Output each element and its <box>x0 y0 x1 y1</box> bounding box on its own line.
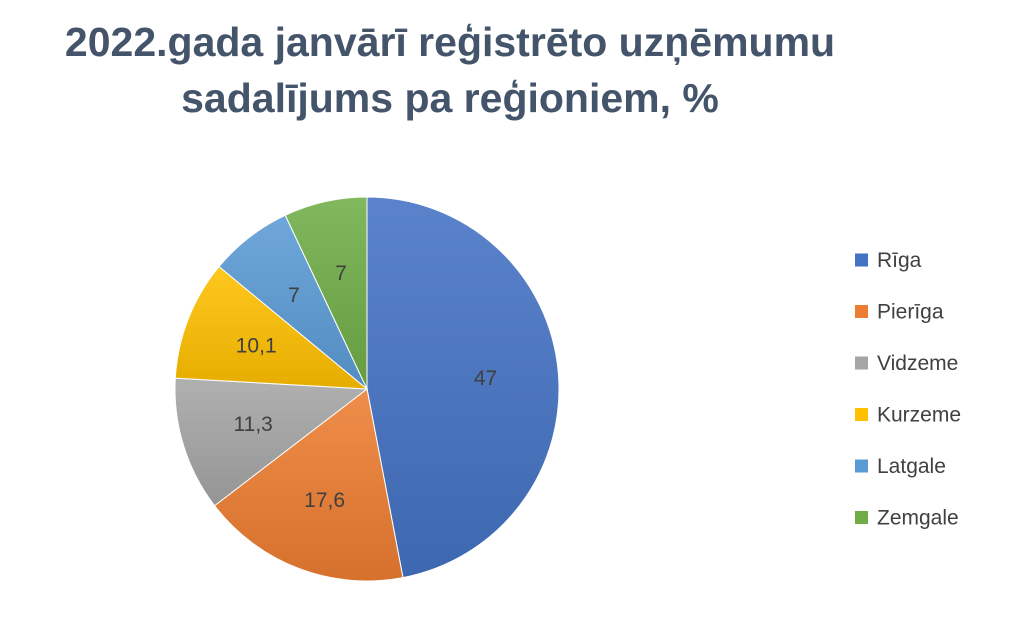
legend-label-pierīga: Pierīga <box>877 301 944 324</box>
legend-swatch-latgale <box>855 459 868 473</box>
data-label-zemgale: 7 <box>335 262 347 285</box>
chart-title-line-2: sadalījums pa reģioniem, % <box>181 75 719 121</box>
data-label-vidzeme: 11,3 <box>234 413 273 436</box>
pie-data-labels: 47 17,6 11,3 10,1 7 7 <box>234 262 498 512</box>
pie-slice-pierīga <box>213 388 404 582</box>
legend-label-vidzeme: Vidzeme <box>877 352 958 375</box>
legend: Rīga Pierīga Vidzeme Kurzeme Latgale Zemgale <box>855 249 961 530</box>
data-label-pierīga: 17,6 <box>304 489 345 512</box>
legend-swatch-pierīga <box>855 305 868 318</box>
pie-slice-rīga <box>366 196 560 579</box>
legend-label-kurzeme: Kurzeme <box>877 404 961 427</box>
chart-title-line-1: 2022.gada janvārī reģistrēto uzņēmumu <box>64 19 836 65</box>
legend-label-zemgale: Zemgale <box>877 507 959 530</box>
pie-slice-vidzeme <box>174 377 369 507</box>
data-label-rīga: 47 <box>474 367 497 390</box>
chart-title: 2022.gada janvārī reģistrēto uzņēmumu sa… <box>0 14 900 126</box>
legend-swatch-rīga <box>855 253 868 267</box>
data-label-latgale: 7 <box>288 284 300 307</box>
pie-slice-kurzeme <box>174 265 369 390</box>
legend-label-latgale: Latgale <box>877 455 946 478</box>
legend-label-rīga: Rīga <box>877 249 922 272</box>
pie-slices <box>174 196 560 582</box>
pie-slice-zemgale <box>284 196 368 390</box>
data-label-kurzeme: 10,1 <box>236 335 277 358</box>
legend-swatch-kurzeme <box>855 408 868 421</box>
legend-swatch-zemgale <box>855 511 868 524</box>
legend-swatch-vidzeme <box>855 356 868 370</box>
